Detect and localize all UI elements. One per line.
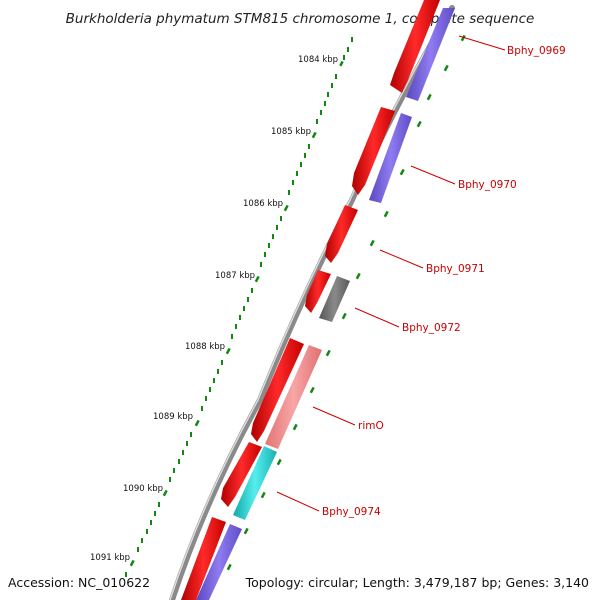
feature-cyan-0974[interactable] <box>233 446 277 520</box>
gene-label-bphy-0974[interactable]: Bphy_0974 <box>322 506 381 518</box>
gene-label-rimo[interactable]: rimO <box>358 420 384 432</box>
tick-ring-outer <box>125 37 353 577</box>
kbp-tick-label: 1086 kbp <box>243 199 283 209</box>
cds-forward-0974[interactable] <box>221 442 262 507</box>
gene-label-bphy-0970[interactable]: Bphy_0970 <box>458 179 517 191</box>
cds-reverse-0970[interactable] <box>369 113 412 203</box>
kbp-tick-label: 1088 kbp <box>185 342 225 352</box>
kbp-tick-label: 1085 kbp <box>271 127 311 137</box>
label-leaders <box>276 35 506 512</box>
cds-forward-0969[interactable] <box>390 0 440 93</box>
rrna-rimo[interactable] <box>265 345 322 449</box>
kbp-tick-label: 1091 kbp <box>90 553 130 563</box>
chromosome-backbone-highlight <box>169 7 451 600</box>
map-title: Burkholderia phymatum STM815 chromosome … <box>66 11 535 27</box>
kbp-tick-label: 1090 kbp <box>123 484 163 494</box>
kbp-tick-label: 1084 kbp <box>298 55 338 65</box>
cds-forward-0971[interactable] <box>325 205 358 263</box>
gene-label-bphy-0971[interactable]: Bphy_0971 <box>426 263 485 275</box>
cds-forward-0972[interactable] <box>305 270 331 313</box>
accession-text: Accession: NC_010622 <box>8 575 150 590</box>
gene-label-group: Bphy_0969 Bphy_0970 Bphy_0971 Bphy_0972 … <box>322 45 566 518</box>
cds-forward-lower[interactable] <box>181 517 226 600</box>
tick-ring-inner <box>226 34 466 571</box>
summary-text: Topology: circular; Length: 3,479,187 bp… <box>245 575 589 590</box>
cds-reverse-lower[interactable] <box>196 524 242 600</box>
kbp-label-group: 1084 kbp 1085 kbp 1086 kbp 1087 kbp 1088 kbp… <box>90 55 338 563</box>
cds-reverse-0969[interactable] <box>406 8 455 101</box>
cds-forward-0970[interactable] <box>352 107 395 195</box>
feature-track <box>181 0 455 600</box>
kbp-tick-label: 1087 kbp <box>215 271 255 281</box>
rna-0972[interactable] <box>319 276 350 322</box>
chromosome-backbone <box>169 5 455 600</box>
gene-label-bphy-0972[interactable]: Bphy_0972 <box>402 322 461 334</box>
gene-label-bphy-0969[interactable]: Bphy_0969 <box>507 45 566 57</box>
cds-forward-rimo[interactable] <box>251 338 304 442</box>
kbp-tick-label: 1089 kbp <box>153 412 193 422</box>
